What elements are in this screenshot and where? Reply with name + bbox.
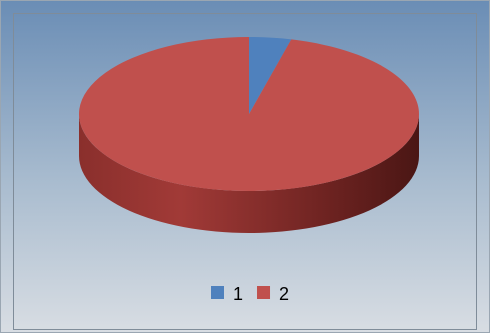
- slice-side: [79, 114, 419, 233]
- legend-label: 2: [279, 284, 289, 304]
- pie-slice: [78, 37, 419, 233]
- plot-border: [13, 13, 477, 330]
- legend-swatch: [211, 286, 224, 299]
- slice-top: [249, 37, 292, 114]
- slice-top: [78, 37, 419, 191]
- legend-swatch: [257, 286, 271, 299]
- legend-label: 1: [233, 284, 243, 304]
- pie-slice: [249, 37, 292, 114]
- pie: [78, 37, 419, 233]
